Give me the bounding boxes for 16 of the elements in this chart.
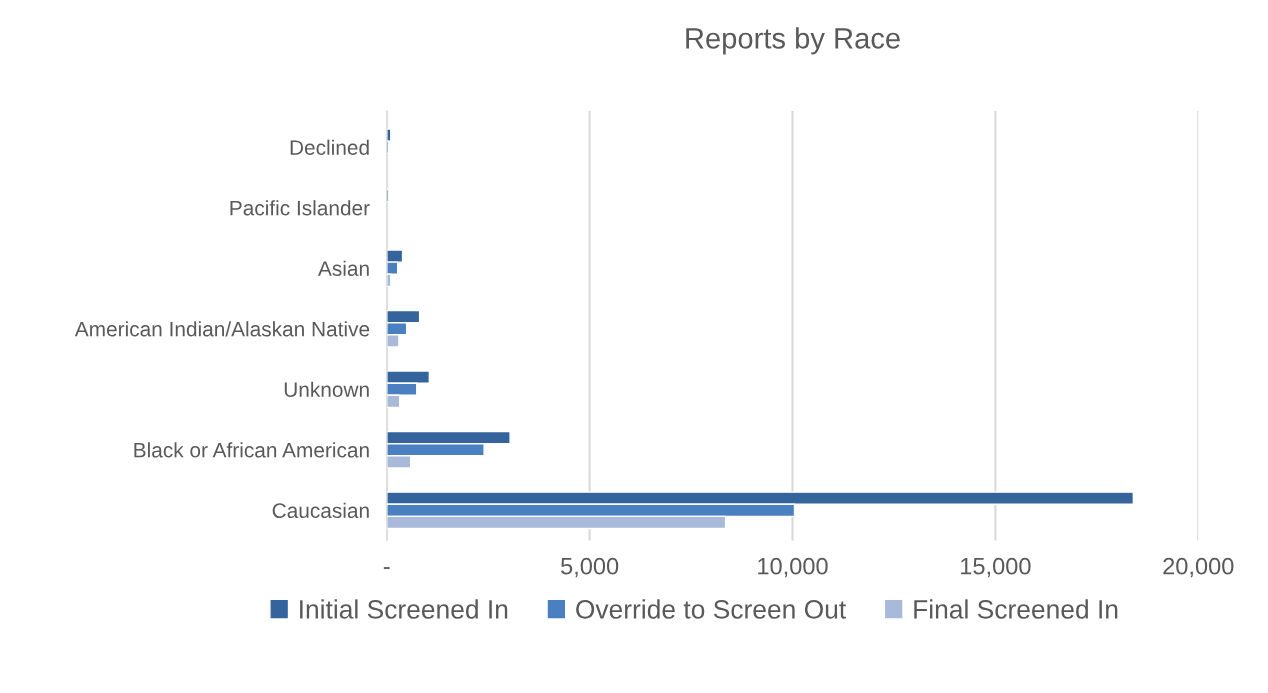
legend-label: Override to Screen Out [576, 599, 846, 619]
x-tick-label: 10,000 [758, 557, 828, 578]
chart-title: Reports by Race [686, 27, 900, 55]
y-tick-label: Unknown [284, 381, 369, 398]
y-tick-label: Asian [318, 260, 369, 276]
x-tick-label: 15,000 [961, 557, 1031, 578]
y-tick-label: Pacific Islander [230, 200, 370, 216]
y-tick-label: American Indian/Alaskan Native [74, 321, 370, 337]
legend-label: Final Screened In [914, 599, 1118, 619]
x-tick-label: 5,000 [561, 557, 619, 578]
x-tick-label: 20,000 [1163, 557, 1234, 578]
y-tick-label: Declined [290, 139, 369, 155]
x-tick-label: - [383, 567, 390, 569]
y-tick-label: Black or African American [134, 442, 369, 458]
legend-label: Initial Screened In [300, 599, 508, 619]
y-tick-label: Caucasian [272, 502, 369, 519]
